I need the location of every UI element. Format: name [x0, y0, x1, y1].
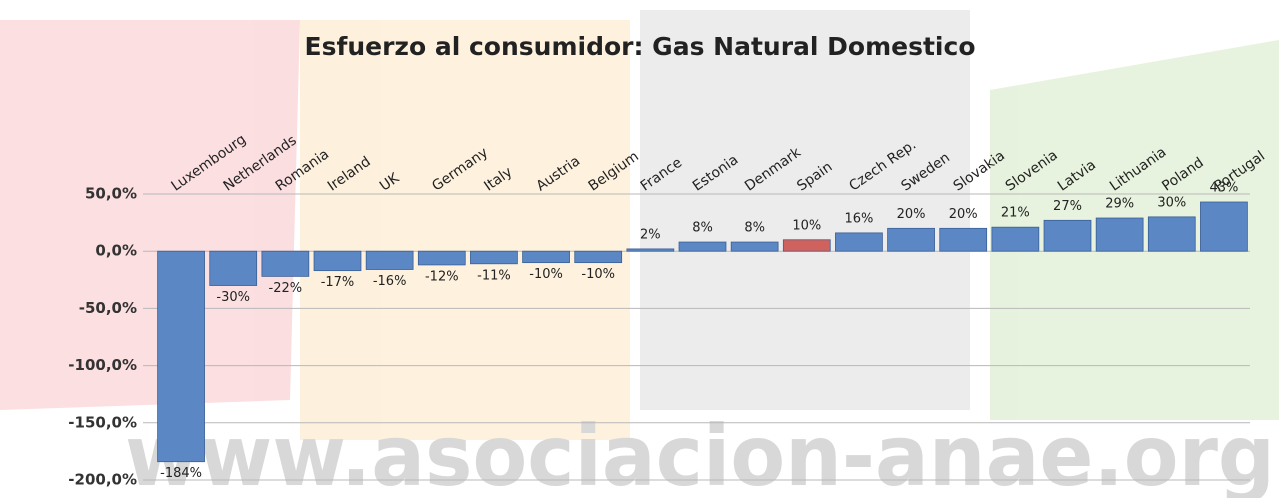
y-tick-label: 50,0%: [85, 185, 137, 203]
y-tick-label: -200,0%: [68, 471, 137, 489]
bar: [209, 250, 258, 286]
bar: [1200, 201, 1248, 252]
bar: [678, 241, 727, 252]
value-label: -22%: [269, 281, 303, 296]
value-label: 21%: [1001, 206, 1030, 221]
watermark: www.asociacion-anae.org: [125, 407, 1275, 498]
bar: [157, 250, 205, 463]
y-tick-label: -100,0%: [68, 356, 137, 374]
y-tick-label: -50,0%: [79, 299, 137, 317]
bar: [730, 241, 779, 252]
value-label: 8%: [744, 221, 765, 236]
y-tick-label: 0,0%: [95, 242, 137, 260]
bar: [365, 250, 414, 270]
value-label: 16%: [844, 211, 873, 226]
chart-title: Esfuerzo al consumidor: Gas Natural Dome…: [305, 32, 976, 61]
bar: [835, 232, 883, 252]
y-tick-label: -150,0%: [68, 413, 137, 431]
bar: [470, 250, 518, 265]
value-label: -10%: [529, 267, 563, 282]
value-label: 20%: [949, 207, 978, 222]
background-logo: [0, 10, 1279, 440]
value-label: 20%: [897, 207, 926, 222]
value-label: 30%: [1157, 195, 1186, 210]
value-label: -30%: [216, 290, 250, 305]
bar: [782, 239, 831, 252]
value-label: 29%: [1105, 197, 1134, 212]
value-label: -16%: [373, 274, 407, 289]
value-label: 27%: [1053, 199, 1082, 214]
bar: [939, 227, 988, 252]
bar: [887, 227, 935, 252]
bar: [1147, 216, 1196, 252]
bar: [626, 248, 675, 252]
value-label: 2%: [640, 227, 661, 242]
bar: [1043, 219, 1092, 252]
value-label: 8%: [692, 221, 713, 236]
bar: [1095, 217, 1144, 252]
value-label: -10%: [581, 267, 615, 282]
bar: [313, 250, 362, 272]
value-label: 43%: [1209, 181, 1238, 196]
value-label: -12%: [425, 269, 459, 284]
bar: [522, 250, 570, 264]
value-label: -184%: [160, 466, 202, 481]
bar: [991, 226, 1040, 252]
bar: [574, 250, 623, 264]
value-label: -17%: [321, 275, 355, 290]
bar: [261, 250, 310, 277]
value-label: -11%: [477, 268, 511, 283]
bar: [417, 250, 466, 266]
value-label: 10%: [792, 218, 821, 233]
